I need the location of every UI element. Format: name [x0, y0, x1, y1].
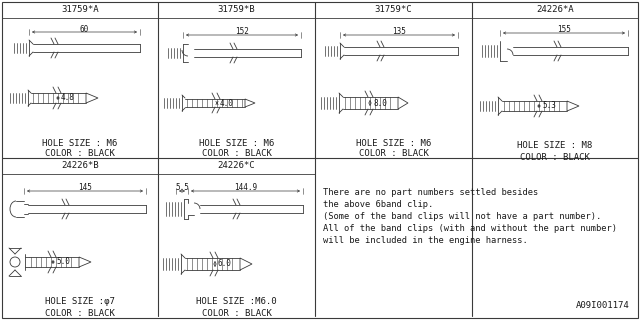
Text: HOLE SIZE : M6: HOLE SIZE : M6 [199, 139, 274, 148]
Text: 6.0: 6.0 [218, 260, 232, 268]
Text: HOLE SIZE : M8: HOLE SIZE : M8 [517, 141, 593, 150]
Text: 24226*C: 24226*C [218, 162, 255, 171]
Text: the above 6band clip.: the above 6band clip. [323, 200, 433, 209]
Text: 31759*A: 31759*A [61, 5, 99, 14]
Text: 8.0: 8.0 [373, 99, 387, 108]
Text: will be included in the engine harness.: will be included in the engine harness. [323, 236, 528, 245]
Text: (Some of the band clips will not have a part number).: (Some of the band clips will not have a … [323, 212, 601, 221]
Text: COLOR : BLACK: COLOR : BLACK [202, 149, 271, 158]
Text: HOLE SIZE : M6: HOLE SIZE : M6 [356, 139, 431, 148]
Text: 144.9: 144.9 [234, 182, 257, 191]
Text: 5.3: 5.3 [542, 101, 556, 110]
Text: COLOR : BLACK: COLOR : BLACK [358, 149, 428, 158]
Text: 60: 60 [80, 25, 89, 34]
Text: 31759*C: 31759*C [374, 5, 412, 14]
Text: COLOR : BLACK: COLOR : BLACK [202, 308, 271, 317]
Text: COLOR : BLACK: COLOR : BLACK [520, 153, 590, 162]
Text: A09I001174: A09I001174 [576, 301, 630, 310]
Text: 5.0: 5.0 [56, 258, 70, 267]
Text: 24226*B: 24226*B [61, 162, 99, 171]
Text: 152: 152 [235, 28, 249, 36]
Text: 145: 145 [78, 183, 92, 193]
Text: COLOR : BLACK: COLOR : BLACK [45, 149, 115, 158]
Text: 155: 155 [557, 26, 571, 35]
Text: HOLE SIZE : M6: HOLE SIZE : M6 [42, 139, 118, 148]
Text: 4.8: 4.8 [61, 93, 75, 102]
Text: 5.5: 5.5 [175, 182, 189, 191]
Text: There are no part numbers settled besides: There are no part numbers settled beside… [323, 188, 538, 197]
Text: HOLE SIZE :M6.0: HOLE SIZE :M6.0 [196, 298, 277, 307]
Text: 24226*A: 24226*A [536, 5, 574, 14]
Text: 135: 135 [392, 28, 406, 36]
Text: COLOR : BLACK: COLOR : BLACK [45, 308, 115, 317]
Text: 31759*B: 31759*B [218, 5, 255, 14]
Text: All of the band clips (with and without the part number): All of the band clips (with and without … [323, 224, 617, 233]
Text: HOLE SIZE :φ7: HOLE SIZE :φ7 [45, 298, 115, 307]
Text: 4.0: 4.0 [220, 99, 234, 108]
